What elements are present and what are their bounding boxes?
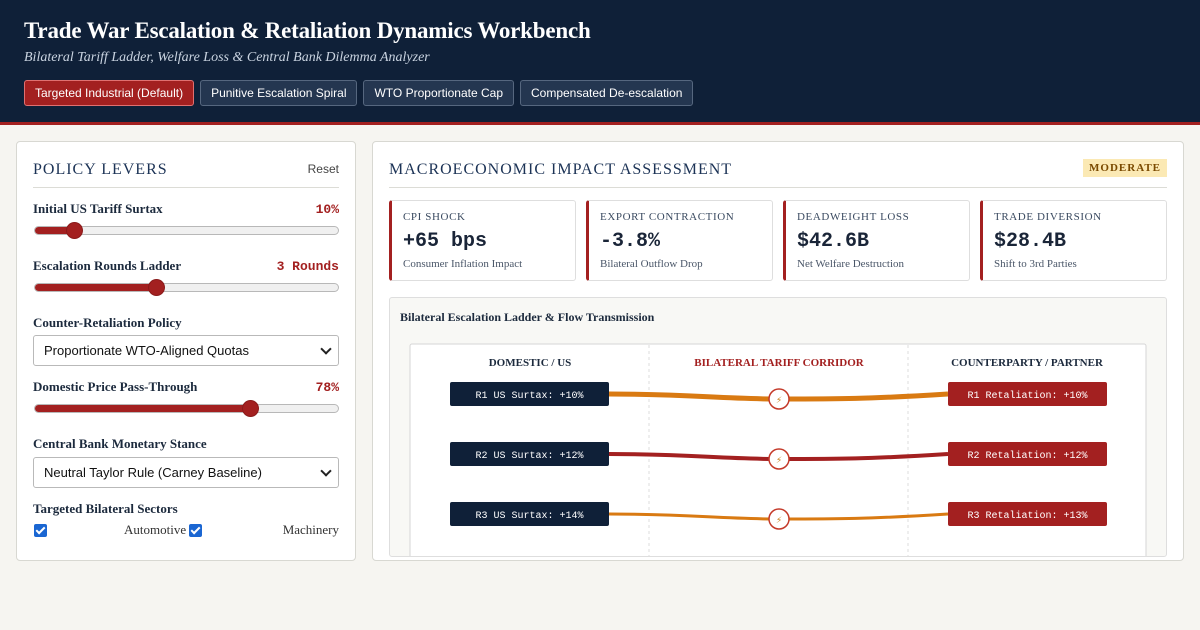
- retaliation-label-round-2: R2 Retaliation: +12%: [967, 450, 1087, 462]
- sector-checkbox-automotive[interactable]: [34, 524, 47, 537]
- preset-bar: Targeted Industrial (Default) Punitive E…: [24, 80, 694, 106]
- escalation-ladder-card: Bilateral Escalation Ladder & Flow Trans…: [389, 297, 1167, 557]
- retaliation-box-round-1: [948, 382, 1107, 406]
- kpi-value: -3.8%: [600, 230, 661, 253]
- lightning-icon: ⚡: [776, 516, 782, 526]
- tariff-slider-fill: [35, 227, 75, 234]
- us-surtax-label-round-1: R1 US Surtax: +10%: [475, 391, 583, 402]
- monetary-label: Central Bank Monetary Stance: [33, 436, 207, 451]
- kpi-label: EXPORT CONTRACTION: [600, 211, 735, 223]
- retaliation-selected: Proportionate WTO-Aligned Quotas: [44, 343, 249, 358]
- divider: [389, 187, 1167, 188]
- passthrough-slider-fill: [35, 405, 251, 412]
- rounds-label: Escalation Rounds Ladder: [33, 258, 182, 273]
- retaliation-label-round-1: R1 Retaliation: +10%: [967, 390, 1087, 402]
- kpi-note: Net Welfare Destruction: [797, 258, 905, 270]
- sectors-label: Targeted Bilateral Sectors: [33, 501, 178, 516]
- lightning-icon: [768, 448, 790, 470]
- policy-levers-title: POLICY LEVERS: [33, 161, 168, 178]
- kpi-value: $28.4B: [994, 230, 1067, 253]
- lightning-icon: [768, 508, 790, 530]
- lightning-icon: [768, 388, 790, 410]
- tariff-slider[interactable]: [34, 223, 339, 238]
- rounds-slider-fill: [35, 284, 157, 291]
- policy-levers-panel: POLICY LEVERS Reset Initial US Tariff Su…: [16, 141, 356, 561]
- passthrough-value: 78%: [315, 380, 339, 395]
- kpi-card-diversion: TRADE DIVERSION $28.4B Shift to 3rd Part…: [980, 200, 1167, 281]
- kpi-card-cpi: CPI SHOCK +65 bps Consumer Inflation Imp…: [389, 200, 576, 281]
- kpi-label: TRADE DIVERSION: [994, 211, 1102, 223]
- passthrough-slider[interactable]: [34, 401, 339, 416]
- tariff-slider-thumb[interactable]: [67, 223, 83, 238]
- column-header-counterparty: COUNTERPARTY / PARTNER: [951, 357, 1104, 369]
- passthrough-slider-thumb[interactable]: [243, 401, 259, 416]
- impact-assessment-panel: MACROECONOMIC IMPACT ASSESSMENT MODERATE…: [372, 141, 1184, 561]
- sector-checkbox-machinery[interactable]: [189, 524, 202, 537]
- preset-punitive-escalation[interactable]: Punitive Escalation Spiral: [200, 80, 358, 106]
- rounds-slider[interactable]: [34, 280, 339, 295]
- reset-button[interactable]: Reset: [307, 162, 339, 176]
- page-title: Trade War Escalation & Retaliation Dynam…: [24, 18, 591, 43]
- kpi-note: Bilateral Outflow Drop: [600, 258, 703, 270]
- retaliation-box-round-2: [948, 442, 1107, 466]
- divider: [33, 187, 339, 188]
- kpi-note: Shift to 3rd Parties: [994, 258, 1077, 270]
- kpi-value: +65 bps: [403, 230, 488, 253]
- kpi-note: Consumer Inflation Impact: [403, 258, 523, 270]
- chevron-down-icon: [320, 343, 332, 355]
- retaliation-select[interactable]: Proportionate WTO-Aligned Quotas: [33, 335, 339, 366]
- passthrough-label: Domestic Price Pass-Through: [33, 379, 198, 394]
- chevron-down-icon: [320, 465, 332, 477]
- sector-label-machinery: Machinery: [282, 522, 339, 537]
- ladder-title: Bilateral Escalation Ladder & Flow Trans…: [400, 310, 655, 324]
- lightning-icon: ⚡: [776, 396, 782, 406]
- preset-targeted-industrial[interactable]: Targeted Industrial (Default): [24, 80, 195, 106]
- kpi-label: DEADWEIGHT LOSS: [797, 211, 910, 223]
- us-surtax-label-round-3: R3 US Surtax: +14%: [475, 511, 583, 522]
- sector-label-automotive: Automotive: [124, 522, 187, 537]
- us-surtax-box-round-2: [450, 442, 609, 466]
- column-header-domestic: DOMESTIC / US: [489, 357, 572, 369]
- lightning-icon: ⚡: [776, 456, 782, 466]
- tariff-label: Initial US Tariff Surtax: [33, 201, 163, 216]
- kpi-value: $42.6B: [797, 230, 870, 253]
- monetary-select[interactable]: Neutral Taylor Rule (Carney Baseline): [33, 457, 339, 488]
- app-header: Trade War Escalation & Retaliation Dynam…: [0, 0, 1200, 125]
- column-header-corridor: BILATERAL TARIFF CORRIDOR: [694, 357, 865, 369]
- severity-badge: MODERATE: [1083, 159, 1167, 177]
- preset-compensated-deescalation[interactable]: Compensated De-escalation: [520, 80, 694, 106]
- page-subtitle: Bilateral Tariff Ladder, Welfare Loss & …: [24, 50, 430, 65]
- retaliation-box-round-3: [948, 502, 1107, 526]
- retaliation-label-round-3: R3 Retaliation: +13%: [967, 510, 1087, 522]
- kpi-card-deadweight: DEADWEIGHT LOSS $42.6B Net Welfare Destr…: [783, 200, 970, 281]
- kpi-label: CPI SHOCK: [403, 211, 466, 223]
- us-surtax-box-round-1: [450, 382, 609, 406]
- kpi-card-export: EXPORT CONTRACTION -3.8% Bilateral Outfl…: [586, 200, 773, 281]
- us-surtax-label-round-2: R2 US Surtax: +12%: [475, 451, 583, 462]
- us-surtax-box-round-3: [450, 502, 609, 526]
- escalation-ladder-diagram: DOMESTIC / US BILATERAL TARIFF CORRIDOR …: [409, 343, 1147, 556]
- preset-wto-proportionate[interactable]: WTO Proportionate Cap: [363, 80, 514, 106]
- monetary-selected: Neutral Taylor Rule (Carney Baseline): [44, 465, 262, 480]
- retaliation-label: Counter-Retaliation Policy: [33, 315, 182, 330]
- rounds-value: 3 Rounds: [276, 259, 339, 274]
- tariff-value: 10%: [315, 202, 339, 217]
- impact-title: MACROECONOMIC IMPACT ASSESSMENT: [389, 161, 733, 178]
- rounds-slider-thumb[interactable]: [149, 280, 165, 295]
